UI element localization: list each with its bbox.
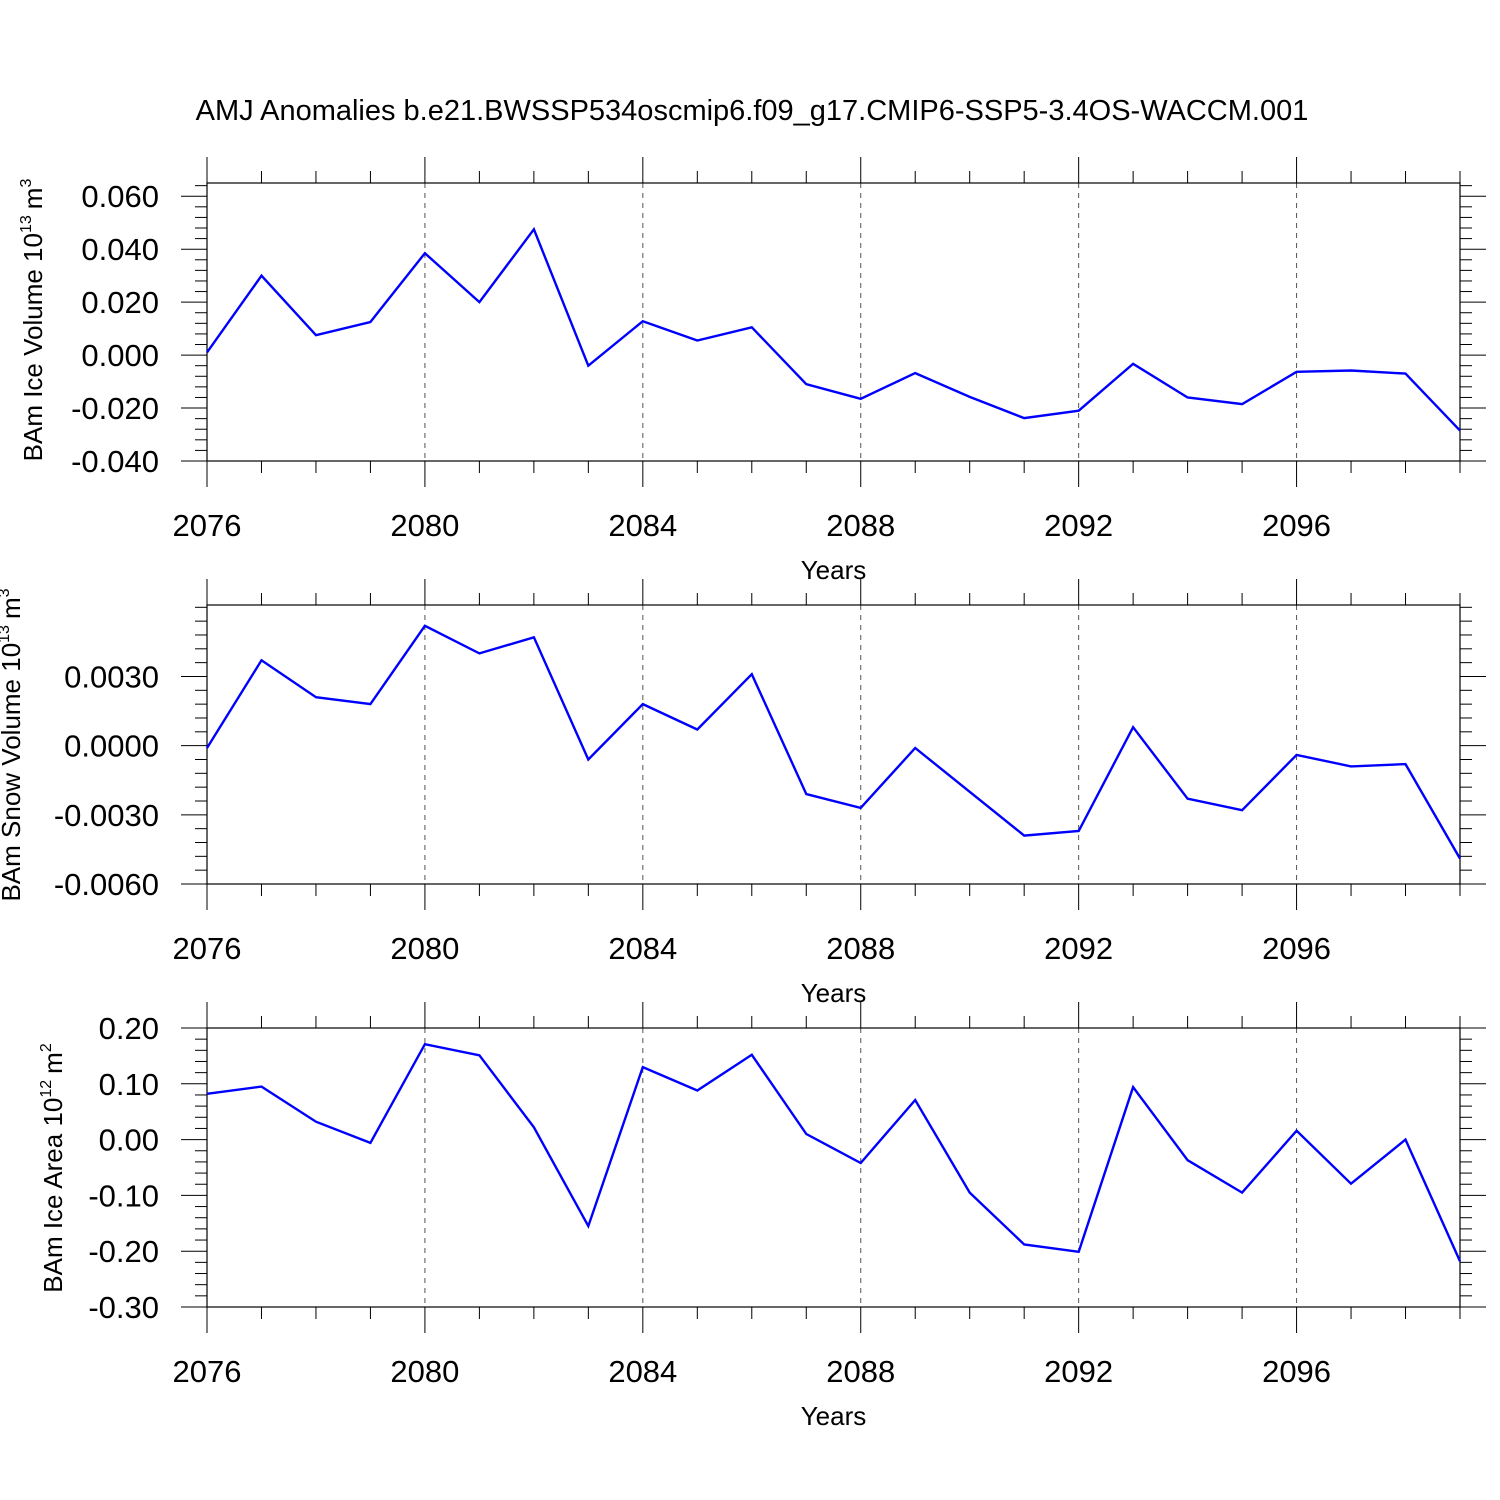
x-tick-label-2084: 2084: [608, 1354, 677, 1389]
x-tick-label-2096: 2096: [1262, 1354, 1331, 1389]
y-tick-label: 0.00: [99, 1123, 159, 1158]
y-axis-label-exponent: 13: [0, 625, 13, 643]
x-tick-label-2088: 2088: [826, 931, 895, 966]
x-tick-label-2088: 2088: [826, 1354, 895, 1389]
x-axis-label: Years: [801, 1401, 867, 1431]
x-tick-label-2076: 2076: [173, 931, 242, 966]
y-axis-label-unit: m: [0, 597, 26, 619]
y-axis-label-text: BAm Ice Volume 10: [18, 233, 48, 461]
y-tick-label: 0.040: [81, 232, 159, 267]
y-tick-label: -0.0030: [54, 798, 159, 833]
panel-ice-volume: -0.040 -0.020 0.000 0.020 0.040 0.060 2076 2080…: [18, 157, 1486, 585]
x-tick-label-2076: 2076: [173, 508, 242, 543]
y-axis-label-unit-exponent: 3: [18, 179, 35, 188]
y-tick-label: -0.040: [71, 444, 159, 479]
y-axis-label-text: BAm Snow Volume 10: [0, 643, 26, 902]
y-axis-label-exponent: 12: [38, 1080, 55, 1098]
x-tick-label-2084: 2084: [608, 931, 677, 966]
y-tick-label: 0.0030: [64, 659, 159, 694]
x-tick-label-2092: 2092: [1044, 508, 1113, 543]
y-tick-label: -0.20: [88, 1234, 159, 1269]
x-tick-label-2092: 2092: [1044, 1354, 1113, 1389]
y-axis-label-unit: m: [38, 1052, 68, 1074]
y-tick-label: 0.20: [99, 1011, 159, 1046]
y-tick-label: -0.020: [71, 391, 159, 426]
x-axis-label: Years: [801, 555, 867, 585]
plot-frame: [206, 1027, 1461, 1308]
x-tick-label-2084: 2084: [608, 508, 677, 543]
y-tick-label: 0.000: [81, 338, 159, 373]
chart-title: AMJ Anomalies b.e21.BWSSP534oscmip6.f09_…: [196, 95, 1309, 127]
y-axis-label: BAm Snow Volume 1013 m3: [0, 588, 26, 901]
series-line-ice-area: [206, 1042, 1462, 1262]
y-axis-label: BAm Ice Area 1012 m2: [38, 1043, 68, 1293]
x-tick-label-2092: 2092: [1044, 931, 1113, 966]
panel-snow-volume: -0.0060 -0.0030 0.0000 0.0030 2076 2080 2084 20…: [0, 579, 1486, 1008]
x-tick-label-2080: 2080: [390, 508, 459, 543]
y-tick-label: -0.30: [88, 1290, 159, 1325]
plot-frame: [206, 604, 1461, 885]
x-tick-label-2096: 2096: [1262, 508, 1331, 543]
y-axis-label-unit-exponent: 3: [0, 588, 13, 597]
series-line-snow-volume: [205, 624, 1462, 860]
plot-frame: [206, 182, 1461, 462]
y-tick-label: -0.0060: [54, 867, 159, 902]
chart-panels: -0.040 -0.020 0.000 0.020 0.040 0.060 2076 2080…: [0, 157, 1486, 1431]
x-tick-label-2080: 2080: [390, 931, 459, 966]
y-tick-label: -0.10: [88, 1178, 159, 1213]
x-axis-label: Years: [801, 978, 867, 1008]
y-axis-label-unit-exponent: 2: [38, 1043, 55, 1052]
y-axis-label-unit: m: [18, 188, 48, 210]
y-axis-label-text: BAm Ice Area 10: [38, 1098, 68, 1293]
y-tick-label: 0.020: [81, 285, 159, 320]
y-axis-label: BAm Ice Volume 1013 m3: [18, 179, 48, 462]
y-tick-label: 0.0000: [64, 729, 159, 764]
y-tick-label: 0.060: [81, 179, 159, 214]
y-axis-label-exponent: 13: [18, 215, 35, 233]
x-tick-label-2076: 2076: [173, 1354, 242, 1389]
panel-ice-area: -0.30 -0.20 -0.10 0.00 0.10 0.20 2076 2080 2084 2…: [38, 1002, 1486, 1431]
x-tick-label-2096: 2096: [1262, 931, 1331, 966]
x-tick-label-2080: 2080: [390, 1354, 459, 1389]
x-tick-label-2088: 2088: [826, 508, 895, 543]
y-tick-label: 0.10: [99, 1067, 159, 1102]
series-line-ice-volume: [206, 226, 1461, 432]
